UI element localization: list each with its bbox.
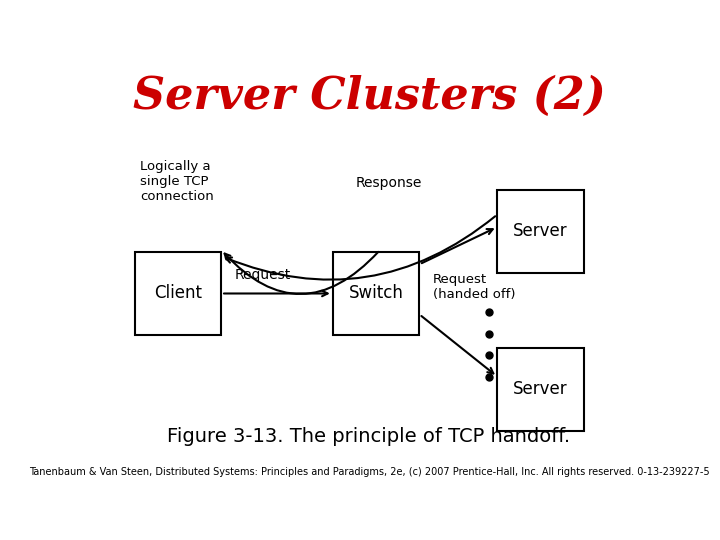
Text: Client: Client: [154, 285, 202, 302]
FancyBboxPatch shape: [498, 348, 584, 431]
Text: Server: Server: [513, 380, 568, 398]
Text: Response: Response: [356, 176, 422, 190]
Text: Switch: Switch: [348, 285, 403, 302]
Text: Figure 3-13. The principle of TCP handoff.: Figure 3-13. The principle of TCP handof…: [168, 428, 570, 447]
Text: Tanenbaum & Van Steen, Distributed Systems: Principles and Paradigms, 2e, (c) 20: Tanenbaum & Van Steen, Distributed Syste…: [29, 467, 709, 477]
Text: Server Clusters (2): Server Clusters (2): [132, 75, 606, 118]
Text: Request: Request: [235, 268, 291, 282]
Text: Server: Server: [513, 222, 568, 240]
Text: Logically a
single TCP
connection: Logically a single TCP connection: [140, 160, 214, 202]
Text: Request
(handed off): Request (handed off): [433, 273, 516, 301]
FancyBboxPatch shape: [135, 252, 221, 335]
FancyBboxPatch shape: [333, 252, 419, 335]
FancyBboxPatch shape: [498, 190, 584, 273]
